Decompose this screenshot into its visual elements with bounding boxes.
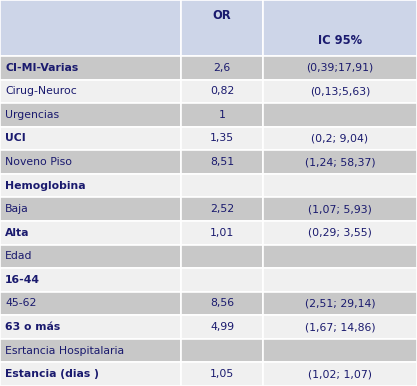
Bar <box>0 56 181 80</box>
Text: (1,02; 1,07): (1,02; 1,07) <box>308 369 372 379</box>
Text: (1,07; 5,93): (1,07; 5,93) <box>308 204 372 214</box>
Bar <box>0 0 181 56</box>
Text: (0,2; 9,04): (0,2; 9,04) <box>311 134 368 144</box>
Bar <box>181 127 263 150</box>
Bar <box>0 80 181 103</box>
Text: Esrtancia Hospitalaria: Esrtancia Hospitalaria <box>5 345 124 356</box>
Bar <box>0 268 181 292</box>
Text: (1,24; 58,37): (1,24; 58,37) <box>304 157 375 167</box>
Text: 0,82: 0,82 <box>210 86 234 96</box>
Bar <box>263 103 417 127</box>
Text: (0,13;5,63): (0,13;5,63) <box>310 86 370 96</box>
Bar <box>181 315 263 339</box>
Bar <box>0 221 181 245</box>
Text: 45-62: 45-62 <box>5 298 36 308</box>
Text: Edad: Edad <box>5 251 33 261</box>
Text: Hemoglobina: Hemoglobina <box>5 181 85 191</box>
Text: 1,01: 1,01 <box>210 228 234 238</box>
Text: 1,05: 1,05 <box>210 369 234 379</box>
Bar <box>0 197 181 221</box>
Bar <box>263 292 417 315</box>
Bar <box>181 197 263 221</box>
Text: (0,29; 3,55): (0,29; 3,55) <box>308 228 372 238</box>
Bar <box>181 174 263 197</box>
Text: 2,6: 2,6 <box>214 63 231 73</box>
Bar <box>0 315 181 339</box>
Bar <box>0 245 181 268</box>
Text: Baja: Baja <box>5 204 29 214</box>
Text: UCI: UCI <box>5 134 26 144</box>
Bar <box>263 56 417 80</box>
Bar <box>181 268 263 292</box>
Text: 8,51: 8,51 <box>210 157 234 167</box>
Text: 1,35: 1,35 <box>210 134 234 144</box>
Text: Estancia (dias ): Estancia (dias ) <box>5 369 99 379</box>
Bar <box>263 221 417 245</box>
Bar <box>263 80 417 103</box>
Text: IC 95%: IC 95% <box>318 34 362 47</box>
Bar <box>0 150 181 174</box>
Bar <box>181 245 263 268</box>
Bar <box>181 362 263 386</box>
Bar <box>181 103 263 127</box>
Text: Noveno Piso: Noveno Piso <box>5 157 72 167</box>
Text: (0,39;17,91): (0,39;17,91) <box>306 63 374 73</box>
Bar <box>181 80 263 103</box>
Text: (2,51; 29,14): (2,51; 29,14) <box>304 298 375 308</box>
Bar <box>0 103 181 127</box>
Bar <box>263 268 417 292</box>
Text: 2,52: 2,52 <box>210 204 234 214</box>
Bar <box>263 339 417 362</box>
Bar <box>263 315 417 339</box>
Bar <box>263 362 417 386</box>
Text: OR: OR <box>213 9 231 22</box>
Text: 4,99: 4,99 <box>210 322 234 332</box>
Bar <box>0 362 181 386</box>
Bar <box>0 174 181 197</box>
Bar <box>181 150 263 174</box>
Bar <box>263 174 417 197</box>
Text: 1: 1 <box>219 110 226 120</box>
Bar <box>181 56 263 80</box>
Bar <box>263 0 417 56</box>
Text: Urgencias: Urgencias <box>5 110 59 120</box>
Text: 8,56: 8,56 <box>210 298 234 308</box>
Bar <box>0 292 181 315</box>
Text: CI-MI-Varias: CI-MI-Varias <box>5 63 78 73</box>
Bar <box>0 339 181 362</box>
Text: Cirug-Neuroc: Cirug-Neuroc <box>5 86 77 96</box>
Bar <box>0 127 181 150</box>
Bar <box>181 0 263 56</box>
Bar <box>263 127 417 150</box>
Bar <box>181 221 263 245</box>
Bar <box>181 292 263 315</box>
Text: 16-44: 16-44 <box>5 275 40 285</box>
Bar <box>181 339 263 362</box>
Bar <box>263 150 417 174</box>
Text: Alta: Alta <box>5 228 30 238</box>
Text: (1,67; 14,86): (1,67; 14,86) <box>304 322 375 332</box>
Bar <box>263 197 417 221</box>
Bar <box>263 245 417 268</box>
Text: 63 o más: 63 o más <box>5 322 60 332</box>
